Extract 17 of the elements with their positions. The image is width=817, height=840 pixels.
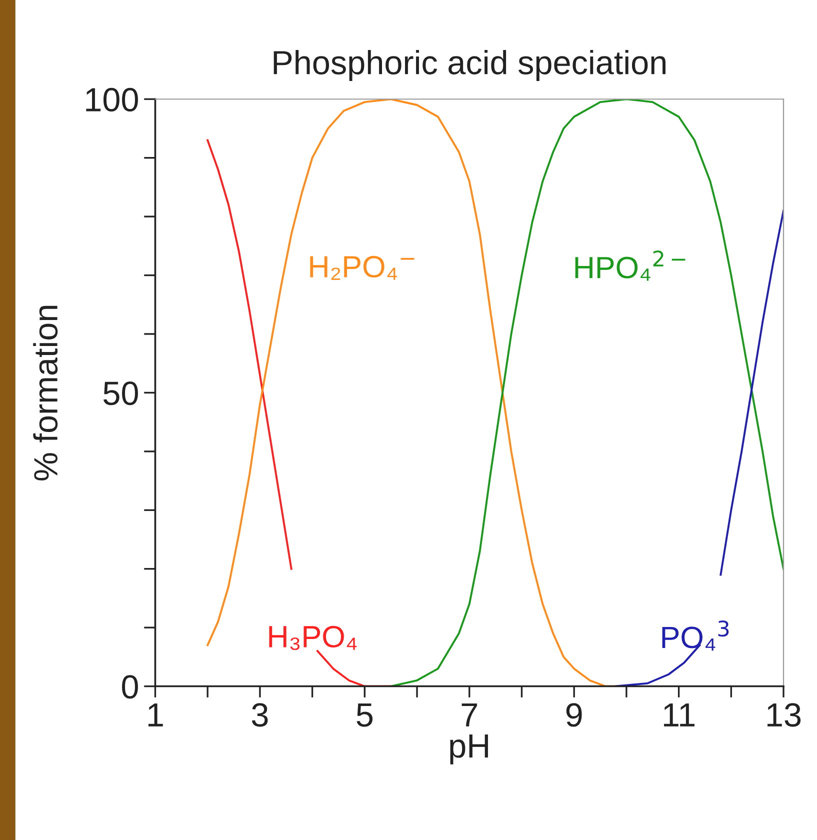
y-axis-title: % formation	[33, 306, 58, 480]
y-tick-label: 50	[104, 382, 138, 406]
series-label: HPO₄$^{2−}$	[575, 250, 686, 281]
series-label: PO₄$^{3}$	[662, 620, 729, 651]
x-tick-label: 9	[566, 703, 582, 727]
x-axis-title: pH	[450, 734, 488, 764]
x-tick-label: 13	[768, 703, 801, 727]
x-tick-label: 7	[462, 703, 477, 726]
series-label: H₃PO₄	[269, 626, 357, 650]
x-tick-label: 5	[356, 703, 373, 727]
x-tick-label: 1	[148, 703, 163, 726]
chart-title: Phosphoric acid speciation	[274, 50, 666, 82]
series-label: H₂PO₄$^{−}$	[310, 256, 414, 280]
y-tick-label: 100	[86, 88, 138, 112]
y-tick-label: 0	[122, 675, 138, 699]
x-tick-label: 11	[664, 703, 694, 726]
x-tick-label: 3	[252, 703, 268, 727]
